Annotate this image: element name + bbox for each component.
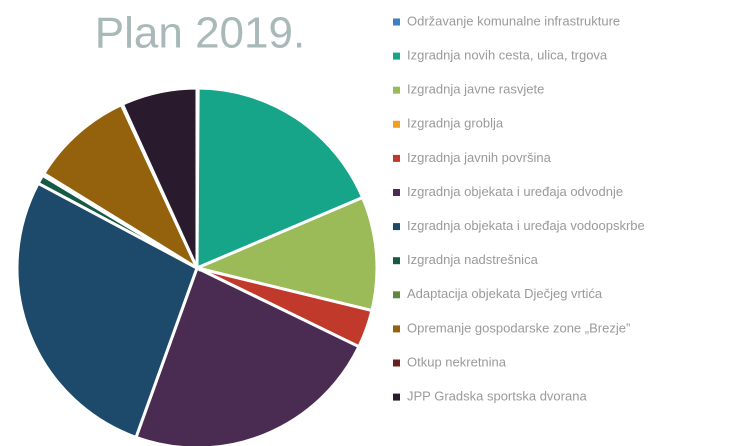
legend-label: Održavanje komunalne infrastrukture — [407, 13, 620, 28]
pie-slice — [41, 102, 201, 272]
legend-swatch — [393, 291, 400, 299]
legend-label: Opremanje gospodarske zone „Brezje” — [407, 320, 630, 335]
legend-label: Izgradnja javnih površina — [407, 150, 552, 165]
legend-label: Izgradnja javne rasvjete — [407, 82, 544, 97]
pie-slice — [134, 265, 361, 446]
legend-label: JPP Gradska sportska dvorana — [407, 389, 587, 404]
legend-swatch — [393, 18, 400, 26]
legend-label: Izgradnja novih cesta, ulica, trgova — [407, 48, 608, 63]
chart-title: Plan 2019. — [95, 9, 305, 58]
pie-slice — [192, 195, 379, 313]
legend-swatch — [393, 325, 400, 333]
pie-slice — [195, 86, 365, 271]
legend-label: Adaptacija objekata Dječjeg vrtića — [407, 286, 603, 301]
legend-label: Izgradnja nadstrešnica — [407, 252, 539, 267]
legend-label: Izgradnja groblja — [407, 116, 504, 131]
pie-slice — [15, 181, 199, 440]
legend-swatch — [393, 52, 400, 60]
legend-swatch — [393, 120, 400, 128]
pie-slice — [120, 86, 199, 269]
legend-swatch — [393, 86, 400, 94]
legend-label: Izgradnja objekata i uređaja vodoopskrbe — [407, 218, 645, 233]
legend-swatch — [393, 359, 400, 367]
legend-swatch — [393, 257, 400, 265]
legend-label: Izgradnja objekata i uređaja odvodnje — [407, 184, 623, 199]
legend-swatch — [393, 393, 400, 401]
legend-label: Otkup nekretnina — [407, 354, 507, 369]
legend-swatch — [393, 189, 400, 196]
legend-swatch — [393, 223, 400, 231]
legend-swatch — [393, 154, 400, 162]
